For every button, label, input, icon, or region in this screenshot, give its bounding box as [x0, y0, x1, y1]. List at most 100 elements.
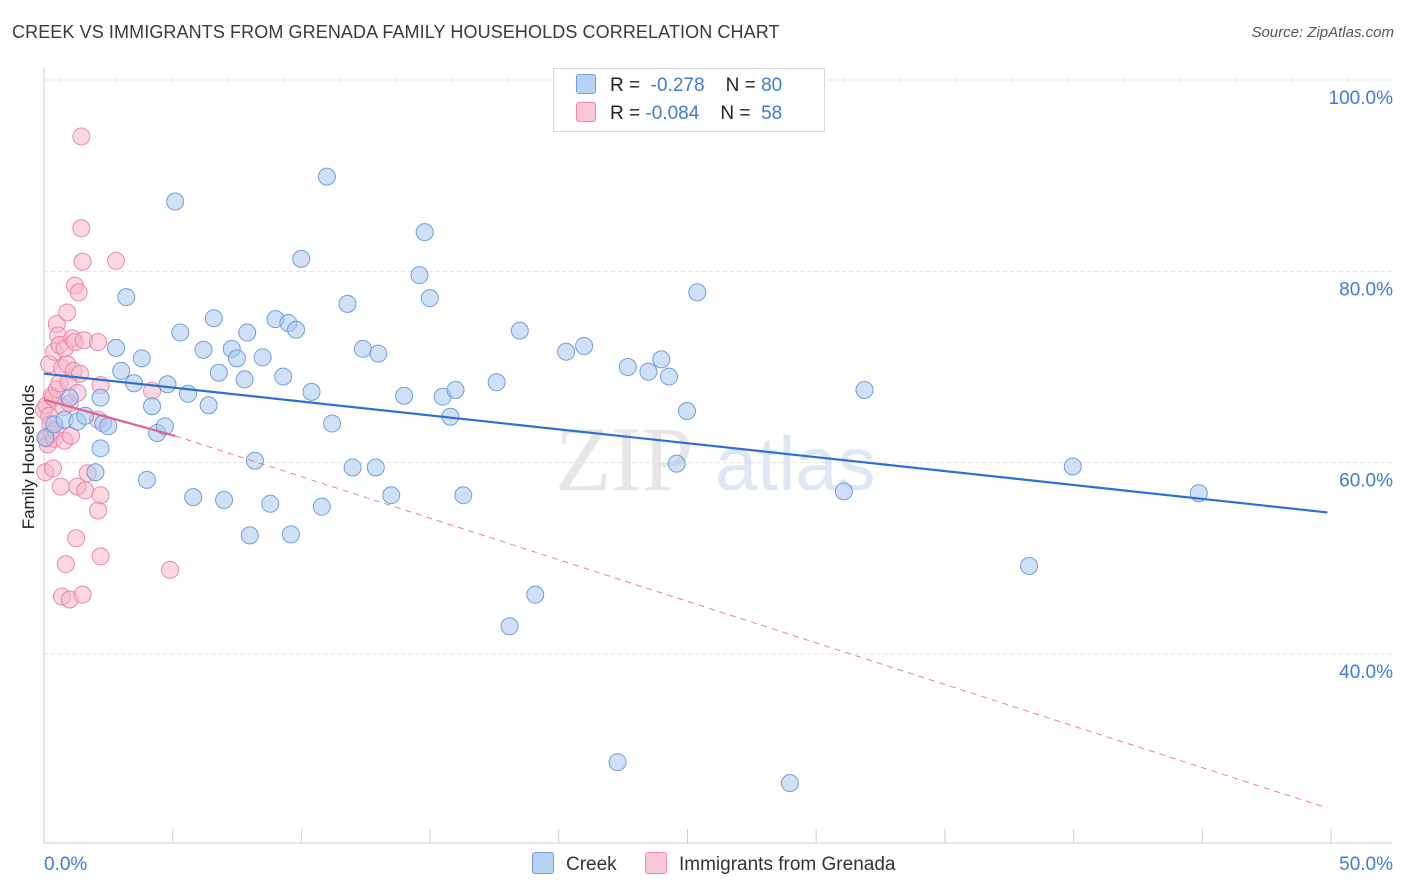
grid-lines [44, 79, 1392, 655]
creek-point [420, 289, 439, 308]
creek-point [132, 349, 151, 368]
grenada-point [89, 333, 108, 352]
grenada-point [76, 481, 95, 500]
creek-point [235, 370, 254, 389]
y-tick-label: 40.0% [1339, 662, 1393, 683]
creek-point [366, 458, 385, 477]
creek-point [281, 525, 300, 544]
creek-point [261, 494, 280, 513]
grenada-point [58, 303, 77, 322]
grenada-point [73, 585, 92, 604]
x-tick-label: 0.0% [44, 854, 87, 875]
grenada-legend-swatch [645, 852, 667, 874]
creek-point [60, 388, 79, 407]
creek-point [274, 367, 293, 386]
creek-point [204, 309, 223, 328]
legend-n-value: 80 [761, 75, 783, 96]
y-axis-title: Family Households [19, 385, 38, 530]
creek-point [323, 414, 342, 433]
chart-title: CREEK VS IMMIGRANTS FROM GRENADA FAMILY … [12, 22, 780, 42]
grenada-points [35, 127, 180, 609]
grenada-point [161, 560, 180, 579]
grenada-point [91, 486, 110, 505]
creek-point [240, 526, 259, 545]
creek-point [353, 339, 372, 358]
legend-r-label: R = [610, 103, 641, 124]
creek-point [446, 380, 465, 399]
creek-point [618, 358, 637, 376]
creek-point [91, 388, 110, 407]
x-tick-label: 50.0% [1339, 854, 1393, 875]
creek-swatch [576, 74, 596, 94]
creek-point [112, 361, 131, 380]
creek-point [199, 396, 218, 415]
creek-point [215, 490, 234, 509]
creek-point [338, 294, 357, 313]
grenada-point [89, 501, 108, 520]
creek-point [317, 167, 336, 186]
creek-point [855, 380, 874, 399]
y-tick-label: 80.0% [1339, 279, 1393, 300]
creek-point [688, 283, 707, 302]
creek-point [487, 373, 506, 392]
creek-point [834, 482, 853, 501]
creek-point [117, 288, 136, 307]
creek-point [510, 321, 529, 340]
grenada-point [69, 283, 88, 302]
creek-point [500, 617, 519, 636]
creek-legend-swatch [532, 852, 554, 874]
creek-point [227, 349, 246, 368]
grenada-point [72, 219, 91, 238]
legend-r-value: -0.278 [650, 75, 705, 96]
grenada-point [71, 364, 90, 383]
creek-legend-label: Creek [566, 854, 617, 875]
creek-trend-line [43, 372, 1328, 514]
creek-point [143, 397, 162, 416]
creek-point [659, 367, 678, 386]
creek-point [608, 753, 627, 772]
creek-point [652, 350, 671, 369]
creek-point [86, 463, 105, 482]
creek-point [194, 340, 213, 359]
creek-point [639, 362, 658, 381]
creek-point [91, 439, 110, 458]
grenada-point [107, 251, 126, 270]
axis-labels: 40.0% 60.0% 80.0% 100.0% 0.0% 50.0% Family Hou… [19, 88, 1393, 875]
legend-n-value: 58 [761, 103, 783, 124]
creek-point [1063, 457, 1082, 476]
creek-point [166, 192, 185, 211]
creek-point [292, 249, 311, 268]
creek-point [343, 458, 362, 477]
legend-row-grenada: R = -0.084 N = 58 [576, 102, 782, 126]
legend-r-label: R = [610, 75, 641, 96]
creek-point [253, 348, 272, 367]
creek-point [678, 402, 696, 421]
creek-point [415, 223, 434, 242]
creek-point [171, 323, 190, 342]
creek-point [395, 386, 414, 405]
creek-point [99, 417, 118, 436]
grenada-trend-extension [175, 435, 1328, 809]
bottom-legend-grenada: Immigrants from Grenada [645, 852, 895, 876]
bottom-legend-creek: Creek [532, 852, 617, 876]
creek-point [137, 470, 156, 489]
correlation-legend: R = -0.278 N = 80 R = -0.084 N = 58 [553, 68, 825, 132]
creek-point [107, 338, 126, 357]
source-label: Source: ZipAtlas.com [1251, 24, 1394, 41]
creek-point [287, 320, 306, 339]
creek-point [238, 323, 257, 342]
grenada-point [67, 529, 86, 548]
creek-point [302, 382, 321, 401]
creek-point [557, 342, 576, 361]
legend-row-creek: R = -0.278 N = 80 [576, 74, 782, 98]
trend-lines [43, 372, 1328, 809]
grenada-point [73, 252, 92, 271]
creek-point [526, 585, 545, 604]
creek-point [312, 497, 331, 516]
grenada-legend-label: Immigrants from Grenada [679, 854, 896, 875]
legend-n-label: N = [720, 103, 751, 124]
creek-point [155, 417, 174, 436]
creek-point [184, 488, 203, 507]
creek-point [780, 774, 799, 793]
